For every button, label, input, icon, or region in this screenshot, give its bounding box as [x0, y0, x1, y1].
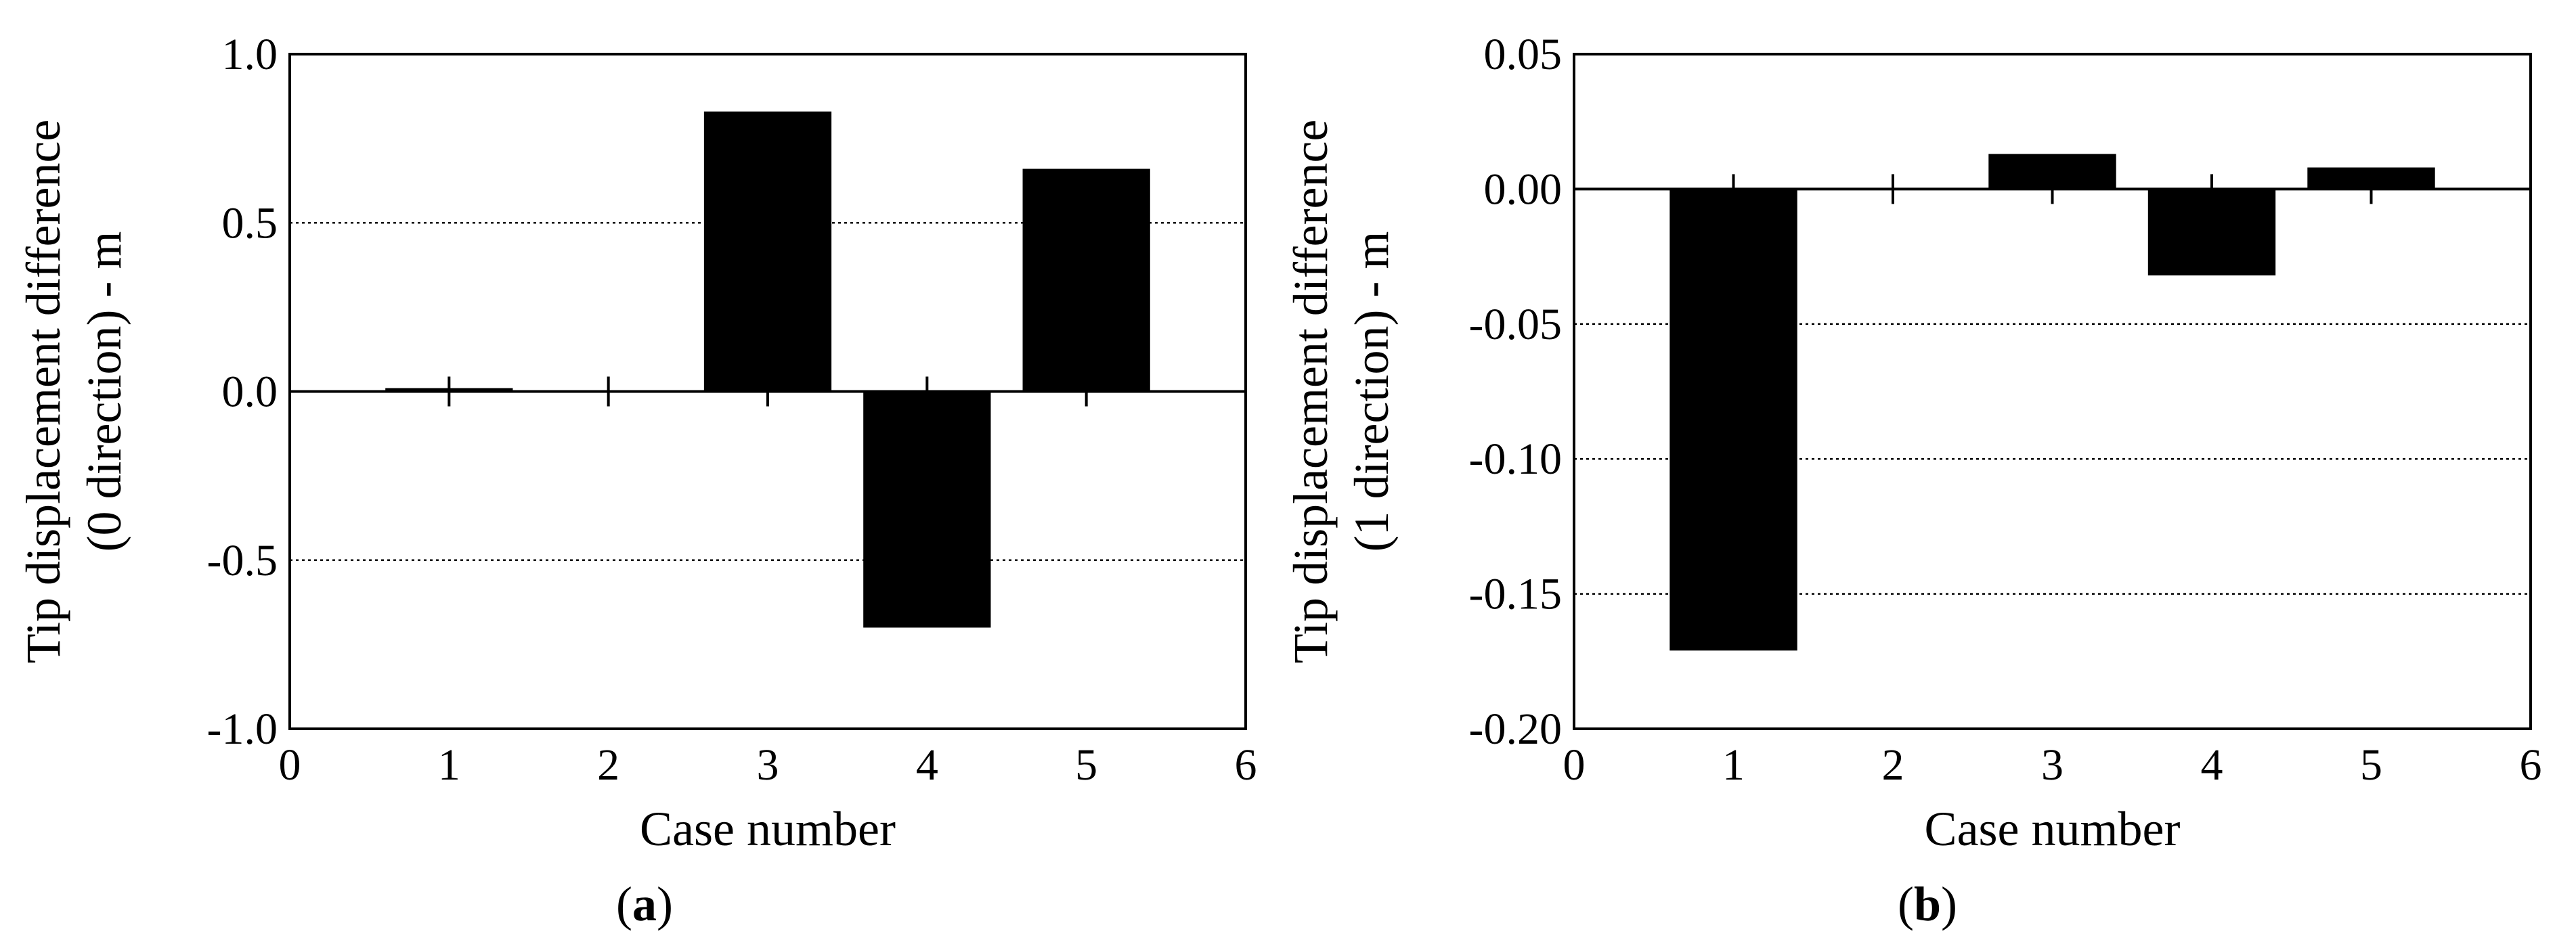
panel-b: 0 1 2 3 4 5 6 0.05 0.00 -0.05 -0.10 -0.15 -0.20 Case …: [1284, 30, 2542, 931]
x-tick-label: 0: [279, 740, 301, 790]
bar: [1022, 168, 1150, 392]
bar: [703, 111, 832, 392]
y-tick-label: -0.20: [1469, 704, 1562, 754]
bar: [863, 391, 991, 628]
panel-a: 0 1 2 3 4 5 6 1.0 0.5 0.0 -0.5 -1.0 Case number Tip d…: [16, 30, 1257, 931]
x-tick-label: 6: [1235, 740, 1257, 790]
x-tick-label: 1: [438, 740, 460, 790]
x-tick-label: 2: [1882, 740, 1904, 790]
y-tick-label: -0.10: [1469, 434, 1562, 484]
panel-label: (a): [616, 877, 673, 931]
y-axis-label-line1: Tip displacement difference: [16, 120, 70, 664]
y-tick-label: -0.5: [207, 536, 278, 585]
y-tick-label: -0.05: [1469, 300, 1562, 349]
x-tick-label: 2: [597, 740, 619, 790]
y-tick-label: -1.0: [207, 704, 278, 754]
x-tick-label: 0: [1563, 740, 1586, 790]
y-axis-label-line2: (1 direction) - m: [1345, 231, 1399, 552]
x-tick-label: 3: [2041, 740, 2064, 790]
bar: [1669, 189, 1797, 651]
y-axis-label-line2: (0 direction) - m: [77, 231, 131, 552]
x-tick-label: 3: [757, 740, 779, 790]
plot-frame: [1573, 53, 2532, 730]
y-tick-label: 0.00: [1484, 164, 1563, 214]
y-tick-label: 0.05: [1484, 30, 1563, 79]
y-tick-label: 1.0: [222, 30, 278, 79]
x-tick-label: 4: [916, 740, 938, 790]
x-tick-label: 4: [2201, 740, 2223, 790]
x-tick-label: 5: [2360, 740, 2382, 790]
x-tick-label: 5: [1075, 740, 1097, 790]
plot-frame: [288, 53, 1247, 730]
panel-label: (b): [1898, 877, 1957, 931]
x-tick-label: 1: [1722, 740, 1745, 790]
y-axis-label-line1: Tip displacement difference: [1284, 120, 1338, 664]
x-axis-label: Case number: [1925, 802, 2181, 856]
y-tick-label: 0.0: [222, 367, 278, 417]
y-tick-label: -0.15: [1469, 570, 1562, 619]
y-tick-label: 0.5: [222, 198, 278, 248]
x-tick-label: 6: [2520, 740, 2542, 790]
x-axis-label: Case number: [640, 802, 896, 856]
